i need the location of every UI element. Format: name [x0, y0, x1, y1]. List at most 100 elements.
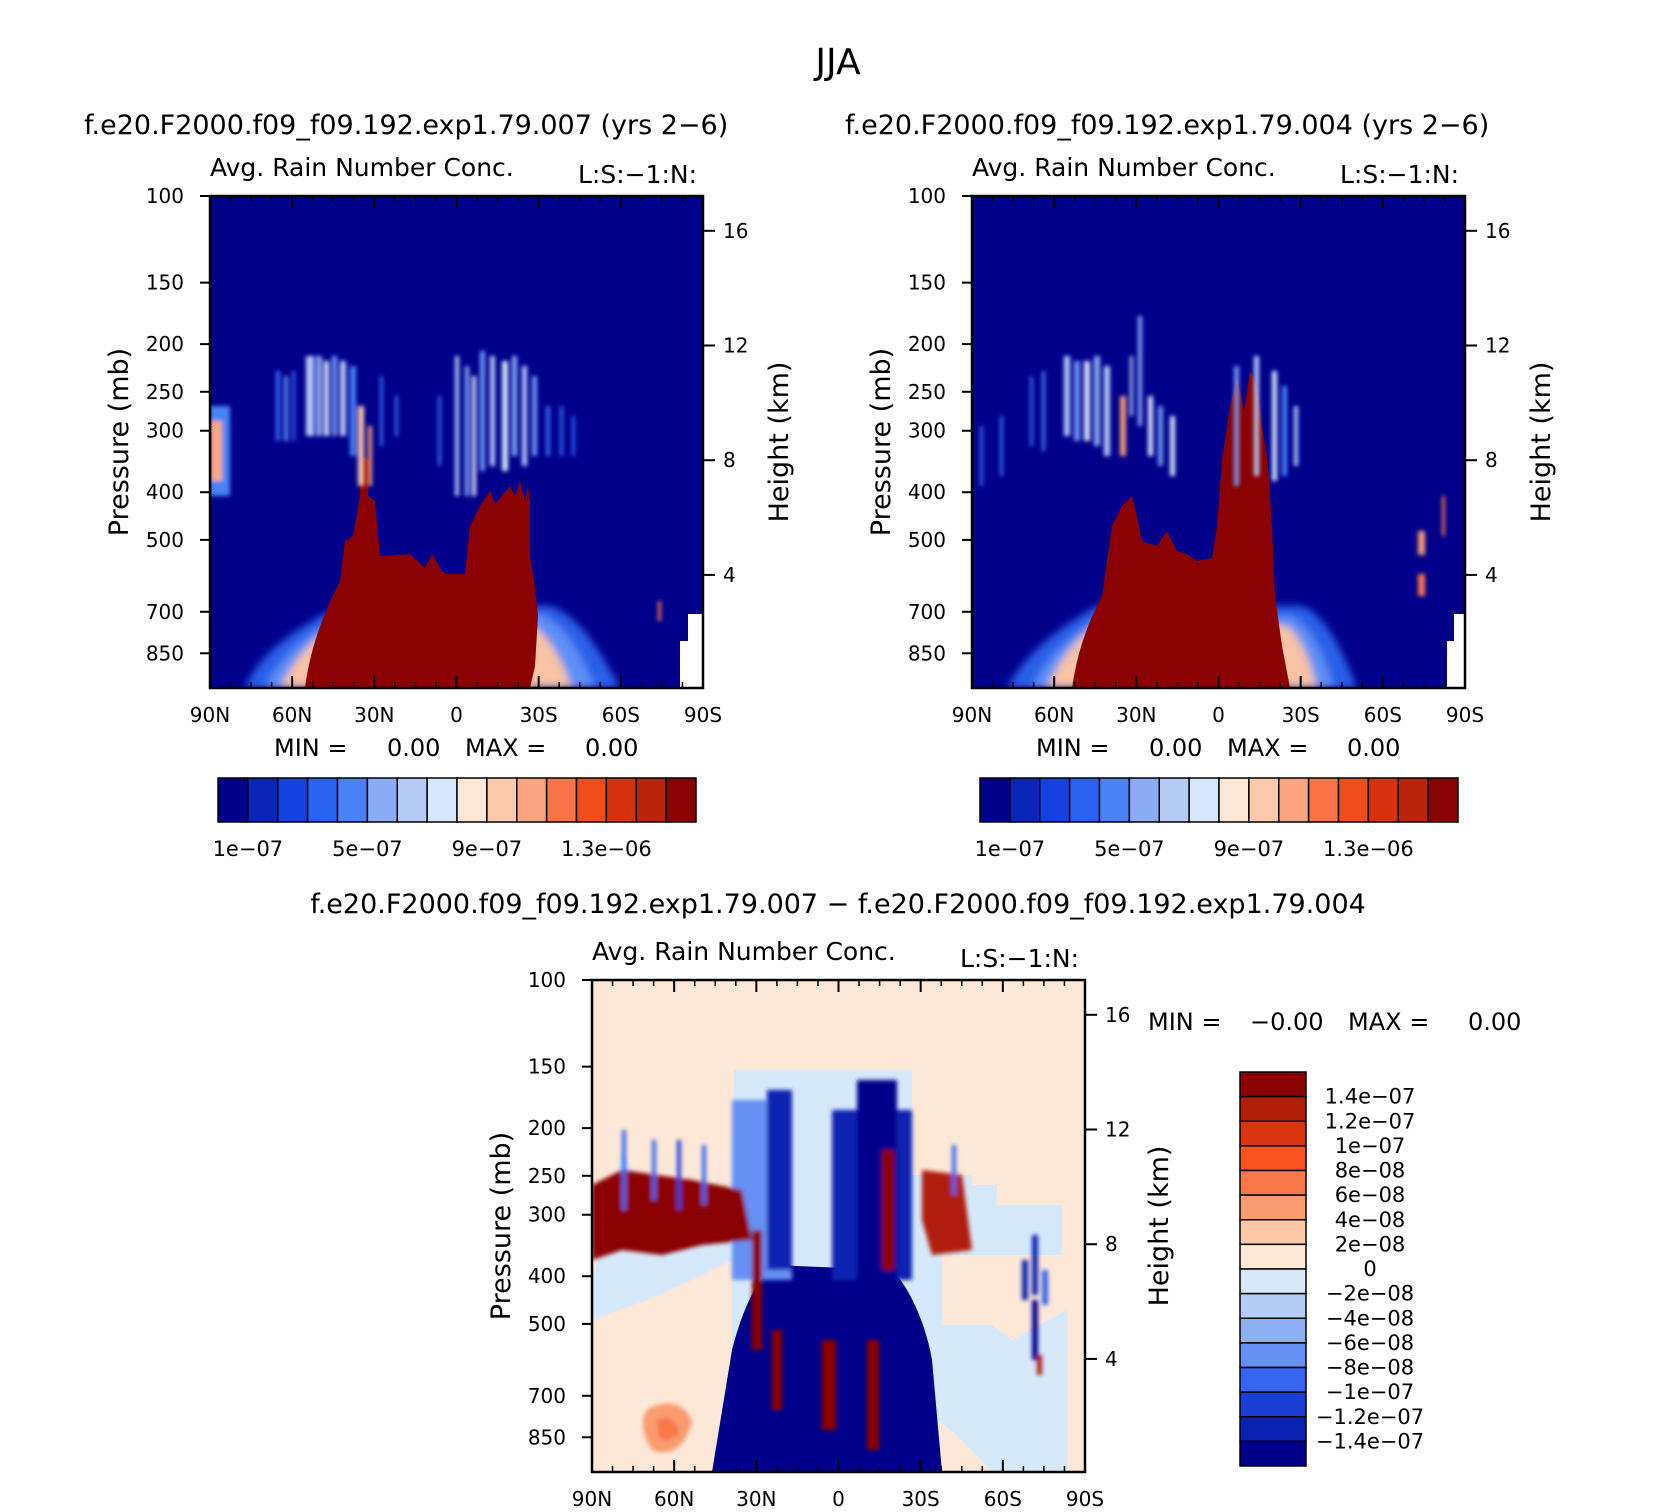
colorbar-swatch	[426, 777, 458, 823]
panel-diff-y2label: Height (km)	[1144, 1146, 1175, 1307]
x-tick-label: 30S	[902, 1487, 940, 1511]
y2-tick-label: 8	[1105, 1232, 1118, 1256]
colorbar-label: 1.4e−07	[1325, 1085, 1416, 1109]
x-tick-label: 0	[1212, 703, 1225, 727]
y2-tick-label: 12	[1485, 334, 1510, 358]
panel-diff: 90N 60N 30N 0 30S 60S 90S 100 150 200 250 300 400 500…	[528, 968, 1131, 1511]
colorbar-swatch	[1239, 1194, 1307, 1221]
colorbar-label: 9e−07	[452, 837, 523, 861]
y-tick-label: 250	[908, 380, 946, 404]
y-tick-label: 400	[908, 480, 946, 504]
y-tick-label: 500	[528, 1312, 566, 1336]
colorbar-label: 9e−07	[1214, 837, 1285, 861]
panel-b-ylabel: Pressure (mb)	[866, 348, 897, 536]
colorbar-label: 5e−07	[1094, 837, 1165, 861]
y-tick-label: 100	[146, 184, 184, 208]
colorbar-label: 1.3e−06	[561, 837, 652, 861]
colorbar-swatch	[1239, 1145, 1307, 1172]
colorbar-swatch	[1239, 1268, 1307, 1295]
panel-b: 90N 60N 30N 0 30S 60S 90S 100 150 200 250 300 400 500…	[908, 184, 1511, 727]
colorbar-swatch	[1307, 777, 1340, 823]
x-tick-label: 60N	[1034, 703, 1074, 727]
diff-title: f.e20.F2000.f09_f09.192.exp1.79.007 − f.…	[310, 889, 1366, 920]
y-tick-label: 200	[528, 1116, 566, 1140]
colorbar-swatch	[605, 777, 637, 823]
colorbar-swatch	[336, 777, 369, 823]
y-tick-label: 300	[146, 419, 184, 443]
colorbar-swatch	[665, 777, 697, 823]
colorbar-swatch	[396, 777, 428, 823]
colorbar-swatch	[1239, 1292, 1307, 1319]
x-tick-label: 60S	[602, 703, 640, 727]
panel-diff-field	[592, 980, 1085, 1472]
colorbar-swatch	[1397, 777, 1429, 823]
colorbar-swatch	[306, 777, 339, 823]
y2-tick-label: 4	[1485, 563, 1498, 587]
colorbar-swatch	[1188, 777, 1220, 823]
colorbar-label: −1.4e−07	[1316, 1429, 1424, 1453]
panel-b-field	[972, 196, 1465, 688]
colorbar-swatch	[1239, 1219, 1307, 1246]
y-tick-label: 700	[908, 600, 946, 624]
colorbar-swatch	[1239, 1366, 1307, 1393]
panel-a-ylabel: Pressure (mb)	[104, 348, 135, 536]
colorbar-swatch	[1158, 777, 1190, 823]
colorbar-swatch	[545, 777, 578, 823]
panel-a-field	[210, 196, 703, 688]
panel-a-min-value: 0.00	[387, 734, 440, 762]
x-tick-label: 60N	[654, 1487, 694, 1511]
panel-diff-subtitle: L:S:−1:N:	[960, 944, 1079, 973]
colorbar-swatch	[217, 777, 249, 823]
y-tick-label: 100	[528, 968, 566, 992]
x-tick-label: 90S	[1066, 1487, 1104, 1511]
colorbar-swatch	[1128, 777, 1160, 823]
panel-a-upper-streaks	[210, 351, 661, 621]
colorbar-label: 5e−07	[332, 837, 403, 861]
colorbar-swatch	[1239, 1440, 1307, 1467]
colorbar-swatch	[1068, 777, 1101, 823]
colorbar-label: 6e−08	[1335, 1183, 1406, 1207]
panel-a-subtitle: L:S:−1:N:	[578, 160, 697, 189]
panel-a-min-label: MIN =	[274, 734, 347, 762]
panel-diff-colorbar: 1.4e−071.2e−071e−078e−086e−084e−082e−080…	[1239, 1071, 1424, 1467]
colorbar-swatch	[1337, 777, 1370, 823]
colorbar-label: 1e−07	[975, 837, 1046, 861]
colorbar-label: −2e−08	[1326, 1282, 1414, 1306]
colorbar-swatch	[1239, 1391, 1307, 1418]
y-tick-label: 200	[908, 332, 946, 356]
y-tick-label: 150	[146, 271, 184, 295]
panel-diff-max-value: 0.00	[1468, 1008, 1521, 1036]
y-tick-label: 200	[146, 332, 184, 356]
y-tick-label: 850	[528, 1425, 566, 1449]
colorbar-swatch	[247, 777, 279, 823]
colorbar-label: 1e−07	[213, 837, 284, 861]
y2-tick-label: 16	[723, 219, 748, 243]
x-tick-label: 0	[832, 1487, 845, 1511]
colorbar-swatch	[456, 777, 488, 823]
colorbar-label: −6e−08	[1326, 1331, 1414, 1355]
panel-diff-title: Avg. Rain Number Conc.	[592, 937, 896, 966]
y-tick-label: 500	[146, 528, 184, 552]
y2-tick-label: 12	[1105, 1118, 1130, 1142]
colorbar-swatch	[1427, 777, 1459, 823]
y-tick-label: 700	[146, 600, 184, 624]
colorbar-swatch	[1239, 1243, 1307, 1270]
panel-b-colorbar: 1e−07 5e−07 9e−07 1.3e−06	[975, 777, 1459, 861]
panel-diff-ylabel: Pressure (mb)	[486, 1132, 517, 1320]
panel-a-y2label: Height (km)	[764, 362, 795, 523]
y-tick-label: 300	[908, 419, 946, 443]
y-tick-label: 850	[146, 641, 184, 665]
x-tick-label: 30N	[354, 703, 394, 727]
colorbar-swatch	[1218, 777, 1250, 823]
y2-tick-label: 4	[1105, 1347, 1118, 1371]
colorbar-label: 2e−08	[1335, 1232, 1406, 1256]
y2-tick-label: 16	[1105, 1003, 1130, 1027]
panel-b-max-label: MAX =	[1227, 734, 1308, 762]
x-tick-label: 90S	[1446, 703, 1484, 727]
colorbar-swatch	[1009, 777, 1041, 823]
x-tick-label: 60S	[984, 1487, 1022, 1511]
panel-diff-max-label: MAX =	[1348, 1008, 1429, 1036]
panel-diff-min-label: MIN =	[1148, 1008, 1221, 1036]
x-tick-label: 30S	[1282, 703, 1320, 727]
